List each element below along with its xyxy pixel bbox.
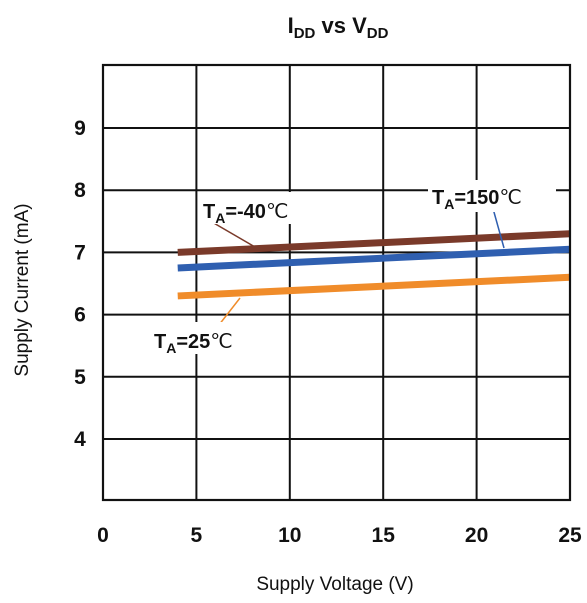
series-label-minus40: TA=-40℃ (200, 192, 316, 248)
label-bg-25 (150, 322, 260, 354)
x-tick-labels: 0 5 10 15 20 25 (97, 524, 582, 547)
x-tick-label: 10 (278, 524, 301, 547)
y-tick-label: 7 (74, 241, 86, 264)
label-bg-150 (428, 180, 556, 212)
y-axis-label: Supply Current (mA) (12, 203, 33, 376)
series-lines (177, 230, 571, 300)
x-axis-label: Supply Voltage (V) (256, 574, 413, 595)
series-label-25: TA=25℃ (150, 297, 260, 356)
series-line-2 (177, 273, 571, 300)
x-tick-label: 25 (558, 524, 582, 547)
x-tick-label: 20 (465, 524, 488, 547)
series-line-0 (177, 230, 571, 256)
y-tick-label: 9 (74, 117, 86, 140)
x-tick-label: 0 (97, 524, 109, 547)
x-tick-label: 5 (191, 524, 203, 547)
x-tick-label: 15 (372, 524, 396, 547)
series-label-150: TA=150℃ (428, 180, 556, 249)
leader-line-150 (491, 204, 505, 249)
leader-line-minus40 (211, 221, 256, 248)
y-tick-label: 5 (74, 366, 86, 389)
series-line-1 (177, 245, 571, 272)
y-tick-label: 4 (74, 428, 86, 451)
series-name-25: TA=25℃ (154, 331, 233, 356)
grid-lines (103, 65, 570, 500)
plot-frame (101, 63, 572, 502)
y-tick-label: 6 (74, 304, 86, 327)
y-tick-label: 8 (74, 179, 86, 202)
chart-title: IDD vs VDD (288, 13, 389, 42)
label-bg-minus40 (200, 192, 316, 224)
series-name-150: TA=150℃ (432, 187, 522, 212)
series-name-minus40: TA=-40℃ (203, 201, 288, 226)
y-tick-labels: 4 5 6 7 8 9 (74, 117, 86, 451)
